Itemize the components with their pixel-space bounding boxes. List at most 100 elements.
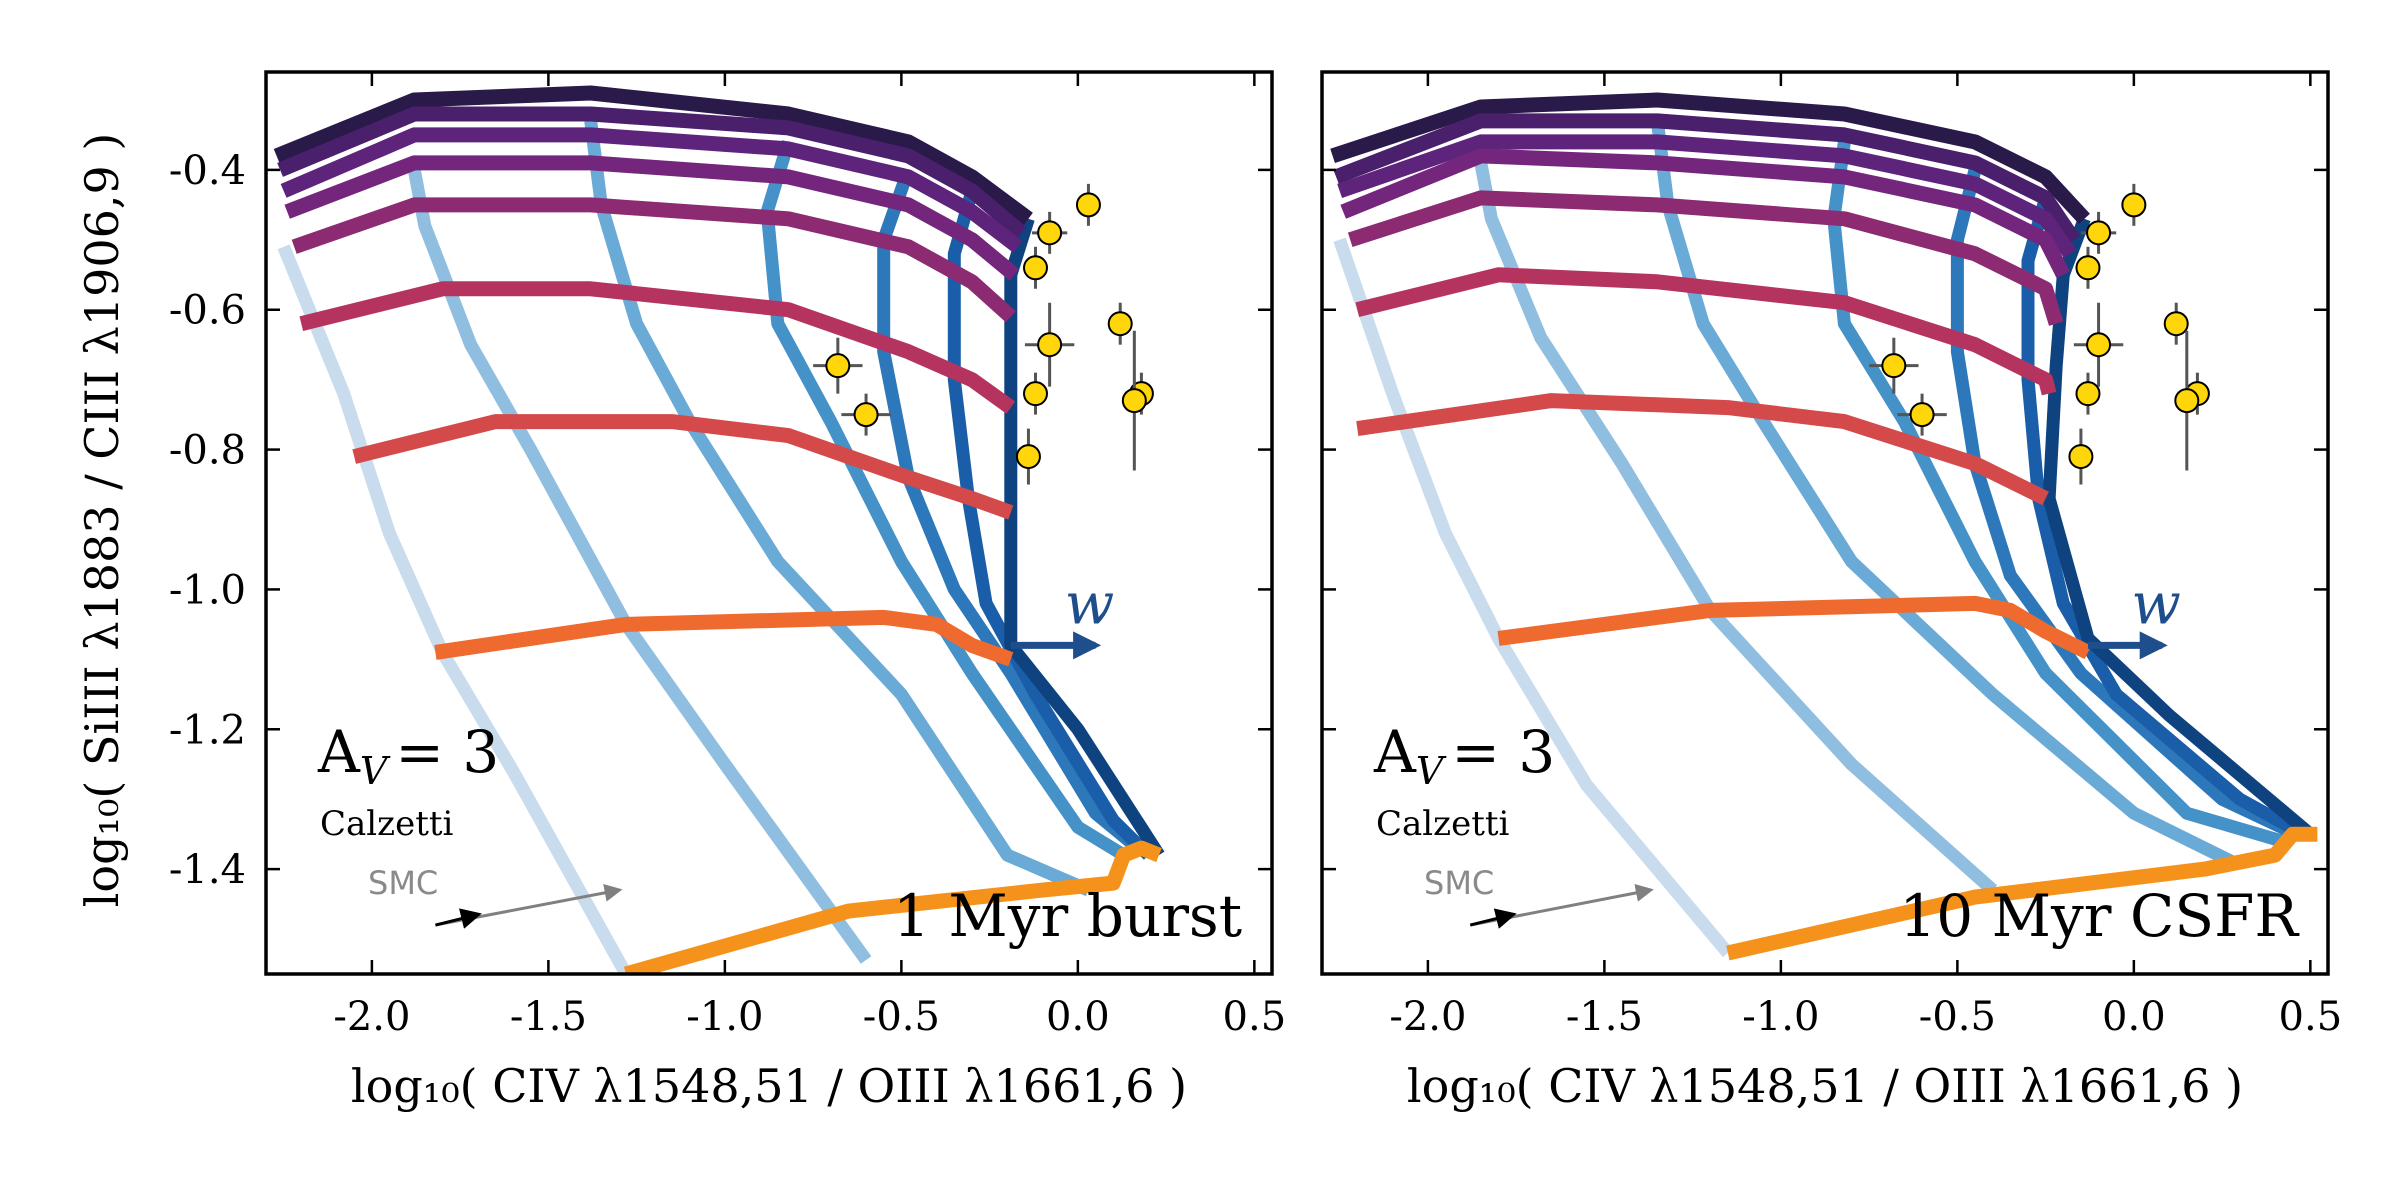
y-tick-label: -0.4 bbox=[169, 148, 246, 194]
observation-point-3 bbox=[2075, 246, 2101, 289]
x-tick-label: -2.0 bbox=[333, 994, 410, 1040]
observation-point-7 bbox=[1023, 372, 1049, 415]
panel-10myr-csfr: w 10 Myr CSFR AV = 3 Calzetti SMC -2.0 -1.5 -1.0… bbox=[1320, 70, 2343, 1113]
plot-frame bbox=[264, 70, 1274, 976]
observation-point-7 bbox=[2075, 372, 2101, 415]
x-tick-label: -1.0 bbox=[686, 994, 763, 1040]
observation-point-9 bbox=[2174, 330, 2200, 471]
observation-marker bbox=[2163, 311, 2189, 337]
ionization-track-6 bbox=[299, 281, 1016, 414]
x-tick-label: -0.5 bbox=[1919, 994, 1996, 1040]
y-tick-label: -1.2 bbox=[169, 707, 246, 753]
ionization-track-7 bbox=[352, 414, 1014, 520]
x-tick-label: -0.5 bbox=[863, 994, 940, 1040]
y-tick-label: -1.4 bbox=[169, 847, 246, 893]
x-tick-label: -1.0 bbox=[1742, 994, 1819, 1040]
ionization-track-1 bbox=[1330, 92, 2090, 224]
observation-marker bbox=[2075, 255, 2101, 281]
observation-marker bbox=[1121, 388, 1147, 414]
x-axis-label: log₁₀( CIV λ1548,51 / OIII λ1661,6 ) bbox=[351, 1059, 1187, 1113]
ionization-track-5 bbox=[1347, 190, 2064, 326]
observation-marker bbox=[853, 402, 879, 428]
plot-area: w bbox=[273, 85, 1165, 974]
observation-point-1 bbox=[2121, 183, 2147, 226]
observation-marker bbox=[1037, 220, 1063, 246]
panel-title: 10 Myr CSFR bbox=[1899, 882, 2300, 950]
observation-point-9 bbox=[1121, 330, 1147, 471]
y-tick-label: -1.0 bbox=[169, 567, 246, 613]
ionization-track-2 bbox=[1333, 113, 2081, 244]
plot-frame bbox=[1320, 70, 2330, 976]
observation-marker bbox=[825, 353, 851, 379]
panel-1myr-burst: w 1 Myr burst AV = 3 Calzetti SMC -2.0 -1.5 -1.0… bbox=[169, 70, 1287, 1113]
observation-point-6 bbox=[813, 337, 863, 394]
plot-area: w bbox=[1330, 92, 2318, 961]
calzetti-label: Calzetti bbox=[320, 804, 454, 844]
ionization-track-1 bbox=[273, 85, 1033, 225]
observation-marker bbox=[1023, 381, 1049, 407]
x-tick-label: 0.0 bbox=[2102, 994, 2166, 1040]
constant-metallicity-track-2 bbox=[1474, 161, 1998, 895]
observation-marker bbox=[1881, 353, 1907, 379]
av-label: AV = 3 bbox=[1373, 718, 1555, 793]
calzetti-dust-arrow bbox=[435, 908, 482, 929]
y-axis-label: log₁₀( SiIII λ1883 / CIII λ1906,9 ) bbox=[75, 133, 129, 908]
constant-metallicity-track-4 bbox=[1827, 141, 2284, 848]
x-tick-label: 0.5 bbox=[1223, 994, 1287, 1040]
av-label: AV = 3 bbox=[317, 718, 499, 793]
x-tick-label: 0.5 bbox=[2279, 994, 2343, 1040]
constant-metallicity-track-1 bbox=[277, 244, 632, 974]
observation-point-1 bbox=[1075, 183, 1101, 226]
ionization-track-9 bbox=[623, 840, 1162, 974]
observation-point-10 bbox=[841, 393, 891, 436]
observation-marker bbox=[1909, 402, 1935, 428]
ionization-track-4 bbox=[284, 155, 1020, 281]
calzetti-label: Calzetti bbox=[1376, 804, 1510, 844]
constant-metallicity-track-6 bbox=[2021, 196, 2307, 840]
observation-point-11 bbox=[2068, 428, 2094, 485]
observation-marker bbox=[2075, 381, 2101, 407]
x-tick-label: -1.5 bbox=[1566, 994, 1643, 1040]
observation-point-10 bbox=[1897, 393, 1947, 436]
ionization-track-4 bbox=[1340, 148, 2070, 279]
constant-metallicity-track-3 bbox=[584, 120, 1091, 897]
observation-marker bbox=[1015, 444, 1041, 470]
observation-point-4 bbox=[1107, 302, 1133, 345]
constant-metallicity-track-4 bbox=[760, 140, 1128, 861]
ionization-track-5 bbox=[291, 197, 1016, 323]
observation-marker bbox=[2121, 192, 2147, 218]
observation-marker bbox=[2086, 332, 2112, 358]
panel-title: 1 Myr burst bbox=[893, 882, 1242, 950]
constant-metallicity-track-2 bbox=[407, 168, 872, 964]
y-tick-label: -0.6 bbox=[169, 288, 246, 334]
observation-marker bbox=[1037, 332, 1063, 358]
ionization-track-7 bbox=[1356, 393, 2049, 506]
observation-marker bbox=[2174, 388, 2200, 414]
ionization-track-3 bbox=[280, 127, 1023, 253]
observation-marker bbox=[2086, 220, 2112, 246]
constant-metallicity-track-5 bbox=[877, 167, 1143, 854]
observation-point-3 bbox=[1023, 246, 1049, 289]
x-tick-label: 0.0 bbox=[1046, 994, 1110, 1040]
observation-point-5 bbox=[1024, 302, 1075, 387]
observation-point-2 bbox=[1031, 211, 1068, 254]
calzetti-dust-arrow bbox=[1469, 908, 1517, 929]
y-tick-label: -0.8 bbox=[169, 428, 246, 474]
observation-point-2 bbox=[2080, 211, 2117, 254]
x-axis-label: log₁₀( CIV λ1548,51 / OIII λ1661,6 ) bbox=[1407, 1059, 2243, 1113]
constant-metallicity-track-5 bbox=[1950, 168, 2299, 841]
ionization-track-8 bbox=[1497, 595, 2092, 660]
constant-metallicity-track-1 bbox=[1333, 237, 1733, 958]
observation-point-11 bbox=[1015, 428, 1041, 485]
observation-point-6 bbox=[1869, 337, 1919, 394]
observation-point-5 bbox=[2073, 302, 2124, 387]
ionization-track-2 bbox=[277, 106, 1027, 239]
w-label: w bbox=[2131, 569, 2181, 637]
ionization-track-6 bbox=[1355, 267, 2057, 396]
smc-label: SMC bbox=[1424, 864, 1494, 902]
w-label: w bbox=[1065, 569, 1115, 637]
ionization-track-9 bbox=[1726, 826, 2318, 961]
x-tick-label: -2.0 bbox=[1389, 994, 1466, 1040]
observation-marker bbox=[1023, 255, 1049, 281]
